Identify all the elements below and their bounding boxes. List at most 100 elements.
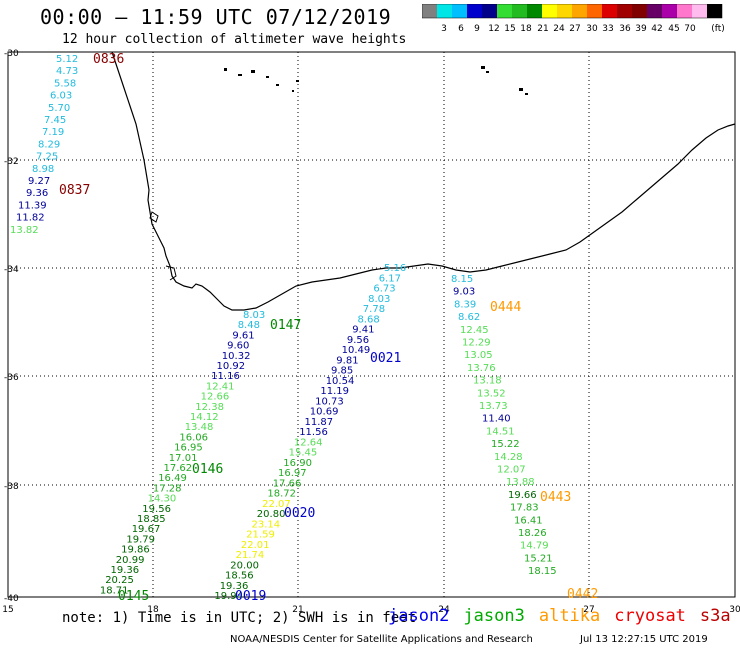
wave-height-value: 10.49 [342, 345, 371, 356]
scale-label: 9 [474, 24, 480, 34]
scale-swatch [557, 4, 572, 18]
wave-height-value: 8.68 [358, 314, 380, 325]
scale-swatch [422, 4, 437, 18]
wave-height-value: 11.56 [299, 427, 328, 438]
wave-height-value: 7.19 [42, 127, 64, 138]
lon-label: 27 [583, 605, 594, 615]
wave-height-value: 9.85 [331, 366, 353, 377]
wave-height-value: 9.41 [352, 325, 374, 336]
wave-height-value: 14.30 [148, 494, 177, 505]
scale-swatch [527, 4, 542, 18]
wave-height-value: 9.56 [347, 335, 369, 346]
footnote: note: 1) Time is in UTC; 2) SWH is in fe… [62, 610, 417, 626]
wave-height-value: 17.62 [164, 463, 193, 474]
scale-border [422, 4, 723, 19]
wave-height-value: 11.82 [16, 213, 45, 224]
wave-height-value: 13.05 [464, 350, 493, 361]
color-scale: 3 6 9 12 15 18 21 24 27 30 33 36 39 42 45 70 (ft) [422, 4, 725, 34]
wave-height-value: 11.19 [320, 386, 349, 397]
wave-height-value: 18.56 [225, 571, 254, 582]
wave-height-value: 13.82 [10, 225, 39, 236]
lat-label: -32 [4, 157, 19, 167]
altimeter-tracks: 5.124.735.58 6.035.707.457.198.29 7.258.98… [10, 54, 557, 602]
pass-time-label: 0444 [490, 300, 521, 315]
wave-height-value: 14.79 [520, 541, 549, 552]
scale-swatch [482, 4, 497, 18]
scale-swatch [692, 4, 707, 18]
legend-item-altika: altika [538, 606, 601, 626]
wave-height-value: 16.97 [278, 468, 307, 479]
wave-height-value: 18.72 [267, 489, 296, 500]
wave-height-value: 16.41 [514, 515, 543, 526]
wave-height-value: 8.48 [238, 320, 260, 331]
page-title: 00:00 – 11:59 UTC 07/12/2019 [40, 5, 392, 29]
wave-height-value: 8.03 [243, 310, 265, 321]
wave-height-value: 11.16 [211, 371, 240, 382]
lat-label: -40 [4, 594, 19, 604]
wave-height-value: 20.80 [257, 509, 286, 520]
legend-item-jason2: jason2 [388, 606, 450, 626]
wave-height-value: 10.73 [315, 396, 344, 407]
wave-height-value: 7.78 [363, 304, 385, 315]
scale-label: 45 [668, 24, 679, 34]
wave-height-value: 6.03 [50, 91, 72, 102]
pass-time-label: 0020 [284, 506, 315, 521]
pass-time-label: 0836 [93, 52, 124, 67]
scale-swatch [677, 4, 692, 18]
wave-height-value: 14.12 [190, 412, 219, 423]
wave-height-value: 6.73 [373, 284, 395, 295]
wave-height-value: 5.12 [56, 54, 78, 65]
wave-height-value: 17.83 [510, 503, 539, 514]
wave-height-value: 19.94 [214, 591, 243, 602]
lat-label: -34 [4, 265, 19, 275]
scale-swatch [707, 4, 722, 18]
wave-height-value: 12.07 [497, 465, 526, 476]
wave-height-value: 6.17 [379, 273, 401, 284]
wave-height-value: 7.25 [36, 152, 58, 163]
pass-time-label: 0442 [567, 587, 598, 602]
wave-height-value: 17.28 [153, 483, 182, 494]
wave-height-value: 20.25 [105, 575, 134, 586]
scale-label: 27 [569, 24, 580, 34]
wave-height-value: 19.66 [508, 490, 537, 501]
scale-label: 33 [602, 24, 613, 34]
wave-height-value: 13.88 [506, 477, 535, 488]
lon-label: 18 [147, 605, 159, 615]
pass-time-label: 0145 [118, 589, 149, 604]
wave-height-value: 12.38 [195, 402, 224, 413]
wave-height-value: 12.45 [460, 325, 489, 336]
scale-label: 6 [458, 24, 464, 34]
peninsula [165, 265, 177, 281]
wave-height-value: 17.66 [273, 478, 302, 489]
scale-label: 70 [684, 24, 696, 34]
wave-height-value: 18.85 [137, 514, 166, 525]
scale-label: 24 [553, 24, 565, 34]
scale-swatch [662, 4, 677, 18]
wave-height-value: 5.16 [384, 263, 406, 274]
graticule [8, 52, 735, 597]
wave-height-value: 5.58 [54, 78, 76, 89]
scale-label: 15 [504, 24, 515, 34]
wave-height-value: 20.99 [116, 555, 145, 566]
scale-swatch [437, 4, 452, 18]
page-subtitle: 12 hour collection of altimeter wave hei… [62, 32, 407, 47]
legend-item-jason3: jason3 [463, 606, 525, 626]
scale-swatch [632, 4, 647, 18]
scale-label: 3 [441, 24, 447, 34]
wave-height-value: 18.26 [518, 528, 547, 539]
wave-height-value: 19.79 [126, 534, 155, 545]
scale-swatch [512, 4, 527, 18]
scale-label: 36 [619, 24, 631, 34]
wave-height-value: 19.86 [121, 545, 150, 556]
wave-height-value: 11.87 [305, 417, 334, 428]
scale-label: 39 [635, 24, 647, 34]
lat-label: -38 [4, 482, 19, 492]
scale-swatch [452, 4, 467, 18]
wave-height-value: 14.51 [486, 426, 515, 437]
wave-height-value: 20.00 [230, 560, 259, 571]
scale-swatch [587, 4, 602, 18]
scale-swatch [617, 4, 632, 18]
pass-time-label: 0021 [370, 351, 401, 366]
wave-height-value: 12.41 [206, 381, 235, 392]
